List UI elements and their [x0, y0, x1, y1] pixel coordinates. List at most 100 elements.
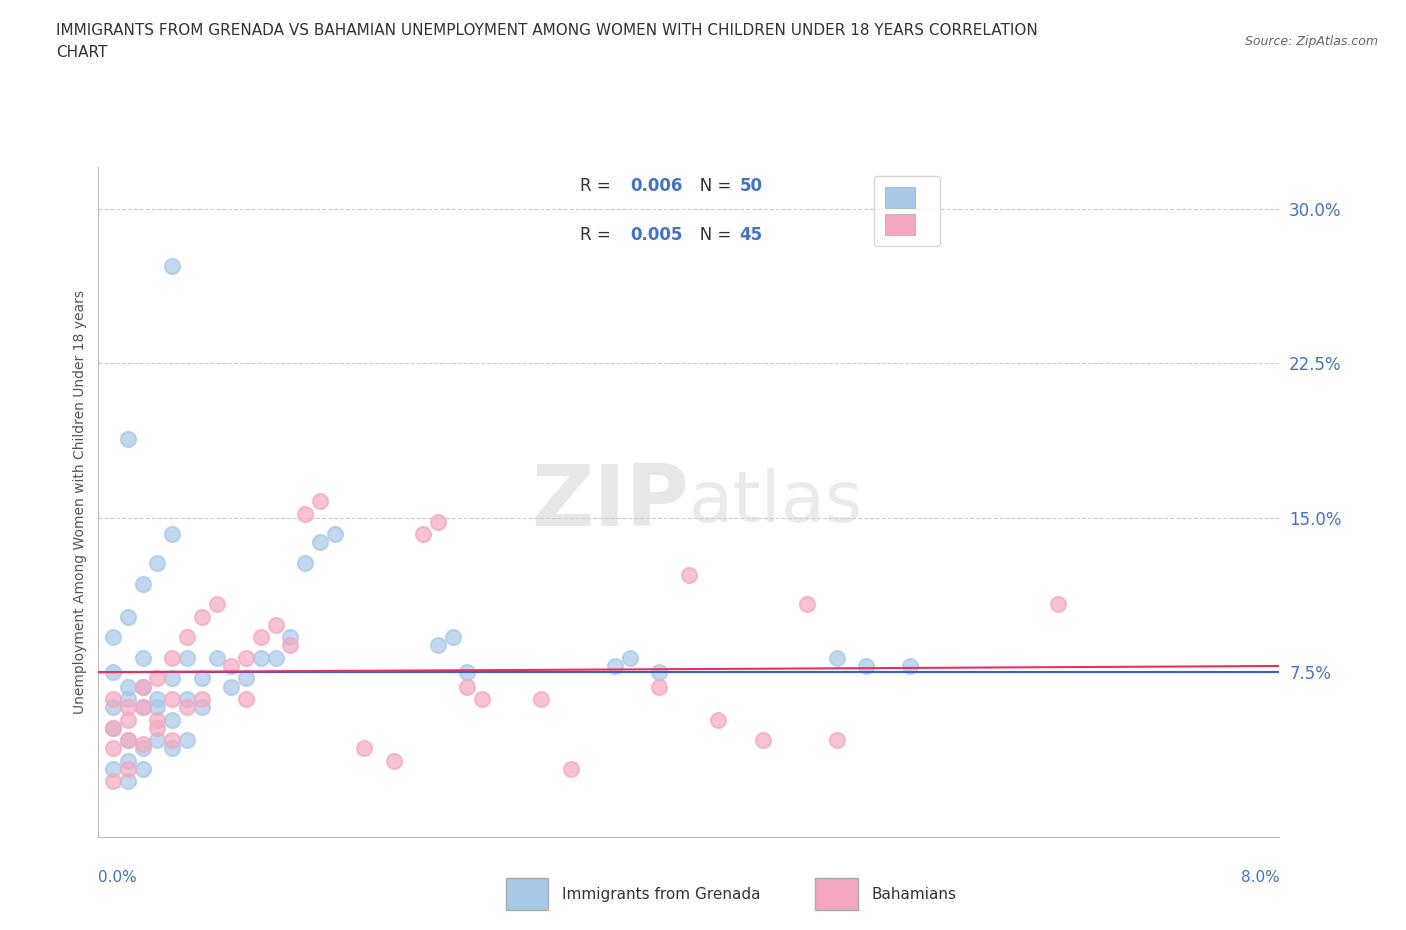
Point	[250, 650, 273, 665]
Point	[825, 733, 848, 748]
Point	[898, 658, 921, 673]
Point	[132, 737, 155, 751]
Point	[456, 665, 478, 680]
Text: IMMIGRANTS FROM GRENADA VS BAHAMIAN UNEMPLOYMENT AMONG WOMEN WITH CHILDREN UNDER: IMMIGRANTS FROM GRENADA VS BAHAMIAN UNEM…	[56, 23, 1038, 38]
Point	[456, 679, 478, 694]
Point	[294, 555, 316, 570]
Point	[426, 638, 449, 653]
Point	[1046, 597, 1069, 612]
Point	[176, 650, 198, 665]
Text: Bahamians: Bahamians	[872, 886, 956, 902]
Text: R =: R =	[581, 178, 616, 195]
Text: 0.006: 0.006	[630, 178, 682, 195]
Point	[678, 568, 700, 583]
Point	[855, 658, 877, 673]
Point	[132, 741, 155, 756]
Point	[162, 526, 183, 541]
Point	[205, 650, 228, 665]
Point	[132, 650, 155, 665]
Text: 50: 50	[740, 178, 762, 195]
Point	[146, 699, 169, 714]
Point	[278, 638, 301, 653]
Text: N =: N =	[685, 178, 737, 195]
Point	[117, 432, 139, 446]
Point	[707, 712, 730, 727]
Text: 0.0%: 0.0%	[98, 870, 138, 884]
Point	[117, 609, 139, 624]
Point	[117, 733, 139, 748]
Legend: , : ,	[873, 176, 941, 246]
Point	[146, 712, 169, 727]
Point	[103, 741, 124, 756]
Point	[117, 712, 139, 727]
Text: 0.005: 0.005	[630, 226, 682, 244]
Point	[176, 630, 198, 644]
Point	[117, 733, 139, 748]
Point	[353, 741, 375, 756]
Point	[219, 658, 242, 673]
Point	[191, 609, 214, 624]
Point	[264, 650, 287, 665]
Point	[162, 259, 183, 273]
Point	[382, 753, 405, 768]
Point	[132, 699, 155, 714]
Point	[103, 630, 124, 644]
Point	[412, 526, 434, 541]
Text: 45: 45	[740, 226, 763, 244]
Point	[117, 762, 139, 777]
Point	[176, 699, 198, 714]
Point	[471, 692, 494, 707]
Text: Immigrants from Grenada: Immigrants from Grenada	[562, 886, 761, 902]
Point	[205, 597, 228, 612]
Point	[235, 650, 257, 665]
Point	[308, 494, 332, 509]
Point	[146, 733, 169, 748]
Point	[117, 699, 139, 714]
Point	[146, 555, 169, 570]
Text: N =: N =	[685, 226, 737, 244]
Point	[278, 630, 301, 644]
Point	[117, 692, 139, 707]
Text: Source: ZipAtlas.com: Source: ZipAtlas.com	[1244, 35, 1378, 48]
Point	[560, 762, 582, 777]
Point	[103, 721, 124, 736]
Point	[648, 679, 671, 694]
Point	[441, 630, 464, 644]
Point	[308, 535, 332, 550]
Text: atlas: atlas	[689, 468, 863, 537]
Point	[146, 721, 169, 736]
Point	[103, 721, 124, 736]
Point	[191, 692, 214, 707]
Point	[323, 526, 346, 541]
FancyBboxPatch shape	[506, 878, 548, 910]
Point	[294, 506, 316, 521]
Point	[117, 679, 139, 694]
Point	[796, 597, 818, 612]
Point	[162, 741, 183, 756]
Point	[132, 699, 155, 714]
Text: 8.0%: 8.0%	[1240, 870, 1279, 884]
Point	[162, 692, 183, 707]
Point	[825, 650, 848, 665]
Point	[103, 699, 124, 714]
Point	[191, 699, 214, 714]
Point	[103, 692, 124, 707]
Point	[117, 753, 139, 768]
Point	[176, 692, 198, 707]
Point	[619, 650, 641, 665]
Point	[162, 650, 183, 665]
Point	[162, 733, 183, 748]
Point	[132, 679, 155, 694]
Point	[117, 774, 139, 789]
Point	[235, 692, 257, 707]
Point	[219, 679, 242, 694]
Point	[250, 630, 273, 644]
Text: R =: R =	[581, 226, 616, 244]
Point	[146, 692, 169, 707]
Point	[132, 577, 155, 591]
Point	[605, 658, 627, 673]
Point	[751, 733, 773, 748]
Point	[264, 618, 287, 632]
Point	[191, 671, 214, 685]
Point	[530, 692, 553, 707]
